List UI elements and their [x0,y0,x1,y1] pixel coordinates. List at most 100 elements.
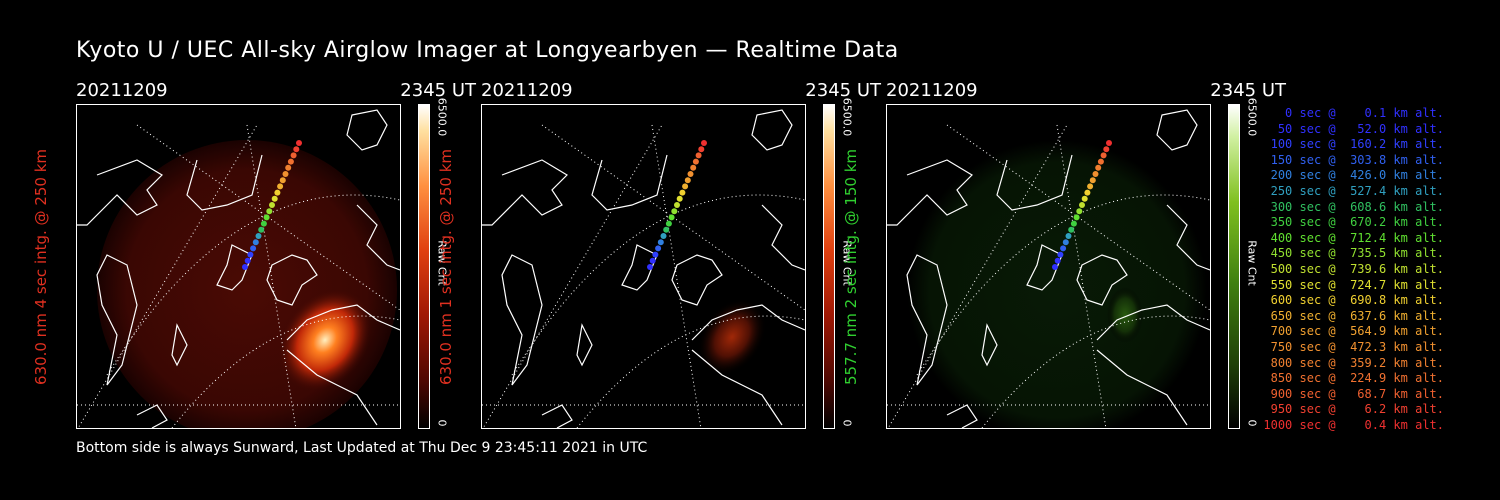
rocket-trajectory [1052,140,1112,270]
legend-item: 700 sec @ 564.9 km alt. [1263,324,1444,339]
trajectory-point [676,195,683,202]
legend-item: 50 sec @ 52.0 km alt. [1263,121,1444,136]
trajectory-point [282,171,289,177]
legend-item: 100 sec @ 160.2 km alt. [1263,137,1444,152]
trajectory-point [250,245,257,252]
trajectory-point [684,177,691,184]
trajectory-point [671,208,678,215]
trajectory-point [1073,214,1080,221]
panel-date: 20211209 [76,80,168,101]
colorbar-red [418,104,430,429]
trajectory-point [274,189,281,196]
panel-time: 2345 UT [1210,80,1286,101]
legend-item: 650 sec @ 637.6 km alt. [1263,308,1444,323]
legend-item: 300 sec @ 608.6 km alt. [1263,199,1444,214]
trajectory-point [1087,183,1094,190]
trajectory-point [1084,189,1091,196]
legend-item: 800 sec @ 359.2 km alt. [1263,355,1444,370]
allsky-image-map [481,104,806,429]
trajectory-point [679,189,686,196]
trajectory-point [1092,171,1099,177]
legend-item: 950 sec @ 6.2 km alt. [1263,402,1444,417]
panel-date: 20211209 [481,80,573,101]
trajectory-point [271,195,278,202]
panel-time: 2345 UT [400,80,476,101]
trajectory-point [1076,208,1083,215]
trajectory-point [687,171,694,177]
legend-item: 900 sec @ 68.7 km alt. [1263,386,1444,401]
trajectory-point [701,140,707,146]
trajectory-point [1062,239,1069,246]
trajectory-point [1103,146,1110,153]
allsky-image-map [76,104,401,429]
trajectory-point [657,239,664,246]
colorbar-min: 0 [1245,419,1259,427]
panel-557nm-2sec: 20211209 2345 UT 557.7 nm 2 sec intg. @ … [842,80,1286,430]
trajectory-point [695,152,702,159]
trajectory-point [698,146,705,153]
legend-item: 750 sec @ 472.3 km alt. [1263,339,1444,354]
legend-item: 450 sec @ 735.5 km alt. [1263,246,1444,261]
trajectory-point [293,146,300,153]
trajectory-point [269,202,275,208]
trajectory-point [285,164,292,171]
trajectory-point [1065,233,1072,239]
trajectory-point [1081,195,1088,202]
trajectory-point [296,140,302,146]
trajectory-point [1070,220,1077,227]
legend-item: 350 sec @ 670.2 km alt. [1263,215,1444,230]
trajectory-point [266,208,273,215]
trajectory-point [1097,158,1104,165]
panel-date: 20211209 [886,80,978,101]
trajectory-point [244,257,251,264]
panel-630nm-1sec: 20211209 2345 UT 630.0 nm 1 sec intg. @ … [437,80,881,430]
legend-item: 250 sec @ 527.4 km alt. [1263,183,1444,198]
trajectory-point [1089,177,1096,184]
trajectory-point [247,251,254,258]
trajectory-point [665,220,672,227]
trajectory-point [682,183,689,190]
trajectory-point [1052,264,1058,270]
allsky-image-map [886,104,1211,429]
legend-item: 550 sec @ 724.7 km alt. [1263,277,1444,292]
trajectory-point [674,202,680,208]
trajectory-point [287,158,294,165]
trajectory-point [692,158,699,165]
trajectory-point [668,214,675,221]
trajectory-point [258,226,265,233]
trajectory-point [1054,257,1061,264]
rocket-trajectory [647,140,707,270]
trajectory-point [690,164,697,171]
colorbar-green [1228,104,1240,429]
legend-item: 850 sec @ 224.9 km alt. [1263,371,1444,386]
trajectory-point [260,220,267,227]
trajectory-point [255,233,262,239]
panel-ylabel: 630.0 nm 1 sec intg. @ 250 km [437,148,455,385]
legend-item: 400 sec @ 712.4 km alt. [1263,230,1444,245]
trajectory-point [660,233,667,239]
trajectory-legend: 0 sec @ 0.1 km alt. 50 sec @ 52.0 km alt… [1262,106,1444,433]
legend-item: 150 sec @ 303.8 km alt. [1263,152,1444,167]
trajectory-point [663,226,670,233]
panel-time: 2345 UT [805,80,881,101]
trajectory-point [647,264,653,270]
trajectory-point [1095,164,1102,171]
trajectory-point [252,239,259,246]
page-title: Kyoto U / UEC All-sky Airglow Imager at … [76,38,899,63]
trajectory-point [652,251,659,258]
trajectory-point [649,257,656,264]
trajectory-point [1106,140,1112,146]
trajectory-point [290,152,297,159]
trajectory-point [655,245,662,252]
legend-item: 500 sec @ 739.6 km alt. [1263,261,1444,276]
trajectory-point [1079,202,1085,208]
trajectory-point [1100,152,1107,159]
trajectory-point [263,214,270,221]
trajectory-point [279,177,286,184]
colorbar-unit: Raw Cnt [1245,240,1259,286]
legend-item: 0 sec @ 0.1 km alt. [1263,106,1444,120]
panel-ylabel: 630.0 nm 4 sec intg. @ 250 km [32,148,50,385]
trajectory-point [242,264,248,270]
colorbar-red [823,104,835,429]
panel-ylabel: 557.7 nm 2 sec intg. @ 150 km [842,148,860,385]
